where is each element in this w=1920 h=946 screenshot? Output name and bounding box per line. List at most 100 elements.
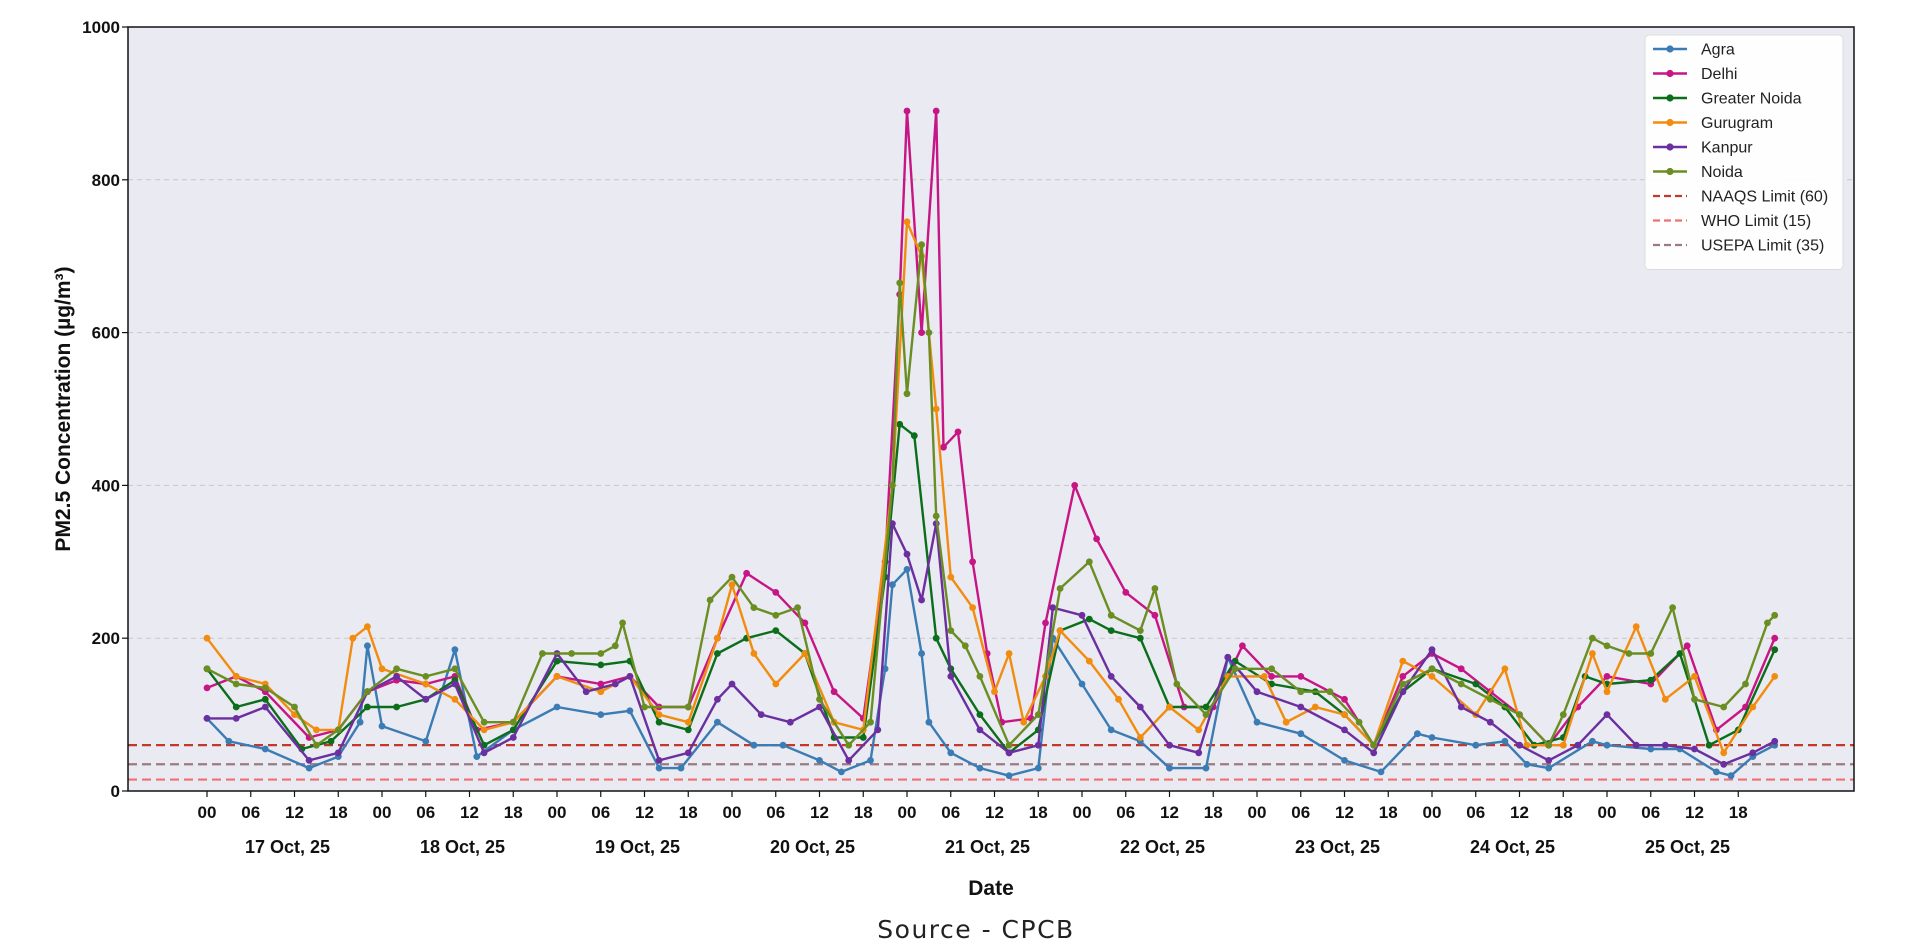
data-point xyxy=(714,650,721,657)
data-point xyxy=(918,329,925,336)
data-point xyxy=(364,642,371,650)
x-hour-label: 12 xyxy=(985,803,1004,822)
data-point xyxy=(1457,665,1465,673)
data-point xyxy=(1713,768,1720,776)
data-point xyxy=(1377,768,1385,776)
data-point xyxy=(626,707,634,715)
data-point xyxy=(313,741,320,749)
data-point xyxy=(867,757,874,764)
legend-marker xyxy=(1666,118,1674,127)
legend-label: WHO Limit (15) xyxy=(1701,213,1811,230)
data-point xyxy=(779,741,787,749)
data-point xyxy=(1545,741,1553,749)
data-point xyxy=(947,673,955,680)
data-point xyxy=(1085,615,1093,623)
data-point xyxy=(1486,695,1494,703)
data-point xyxy=(903,107,911,115)
data-point xyxy=(918,650,925,657)
x-date-label: 22 Oct, 25 xyxy=(1120,837,1205,857)
data-point xyxy=(947,627,955,634)
data-point xyxy=(1136,734,1144,741)
data-point xyxy=(1414,730,1421,738)
x-hour-label: 12 xyxy=(1685,803,1704,822)
data-point xyxy=(801,650,809,657)
series-lines xyxy=(203,107,1779,780)
x-hour-label: 00 xyxy=(1073,803,1092,822)
x-hour-label: 12 xyxy=(460,803,479,822)
x-hour-label: 18 xyxy=(1204,803,1223,822)
data-point xyxy=(925,718,933,726)
data-point xyxy=(1457,680,1465,688)
data-point xyxy=(1195,726,1203,734)
data-point xyxy=(867,718,874,726)
data-point xyxy=(1428,646,1436,654)
legend-label: Agra xyxy=(1701,42,1735,59)
data-point xyxy=(334,726,342,734)
legend-item: Gurugram xyxy=(1653,115,1773,132)
data-point xyxy=(750,741,758,749)
data-point xyxy=(991,688,998,696)
data-point xyxy=(1589,650,1596,657)
x-hour-label: 06 xyxy=(1291,803,1310,822)
data-point xyxy=(655,711,663,718)
x-hour-label: 06 xyxy=(1466,803,1485,822)
data-point xyxy=(1676,650,1684,657)
data-point xyxy=(1370,741,1378,749)
data-point xyxy=(1253,718,1261,726)
data-point xyxy=(1136,703,1144,711)
data-point xyxy=(1085,657,1093,665)
data-point xyxy=(1355,718,1363,726)
data-point xyxy=(597,680,605,688)
x-date-label: 19 Oct, 25 xyxy=(595,837,680,857)
x-hour-label: 06 xyxy=(591,803,610,822)
data-point xyxy=(1457,703,1465,711)
x-hour-label: 18 xyxy=(854,803,873,822)
data-point xyxy=(976,711,984,718)
data-point xyxy=(684,703,692,711)
data-point xyxy=(422,737,430,745)
data-point xyxy=(364,688,371,696)
data-point xyxy=(393,703,400,711)
x-hour-label: 06 xyxy=(766,803,785,822)
data-point xyxy=(1501,737,1509,745)
data-point xyxy=(859,734,867,741)
data-point xyxy=(451,646,459,654)
data-point xyxy=(932,405,940,413)
data-point xyxy=(772,627,780,634)
data-point xyxy=(684,726,692,734)
data-point xyxy=(261,745,269,753)
data-point xyxy=(1559,711,1567,718)
data-point xyxy=(1078,680,1086,688)
data-point xyxy=(626,673,634,680)
data-point xyxy=(1122,589,1130,596)
data-point xyxy=(1545,764,1553,772)
data-point xyxy=(1071,482,1079,489)
data-point xyxy=(1173,680,1181,688)
data-point xyxy=(1472,741,1480,749)
series-line xyxy=(206,243,1776,747)
data-point xyxy=(1056,585,1064,592)
legend-item: NAAQS Limit (60) xyxy=(1653,189,1828,206)
data-point xyxy=(1771,673,1779,680)
data-point xyxy=(1107,627,1115,634)
data-point xyxy=(291,711,298,718)
data-point xyxy=(714,718,721,726)
data-point xyxy=(356,718,364,726)
data-point xyxy=(305,764,313,772)
data-point xyxy=(1195,749,1203,757)
data-point xyxy=(1632,741,1640,749)
data-point xyxy=(961,642,969,650)
x-hour-label: 12 xyxy=(285,803,304,822)
legend-label: Kanpur xyxy=(1701,140,1753,157)
data-point xyxy=(1771,646,1779,654)
data-point xyxy=(1625,650,1633,657)
data-point xyxy=(1720,749,1728,757)
plot-frame xyxy=(127,26,1855,792)
data-point xyxy=(1603,688,1611,696)
y-tick-label: 800 xyxy=(92,171,120,190)
data-point xyxy=(1005,650,1013,657)
data-point xyxy=(1428,665,1436,673)
data-point xyxy=(969,558,976,566)
data-point xyxy=(539,650,546,657)
x-date-label: 20 Oct, 25 xyxy=(770,837,855,857)
